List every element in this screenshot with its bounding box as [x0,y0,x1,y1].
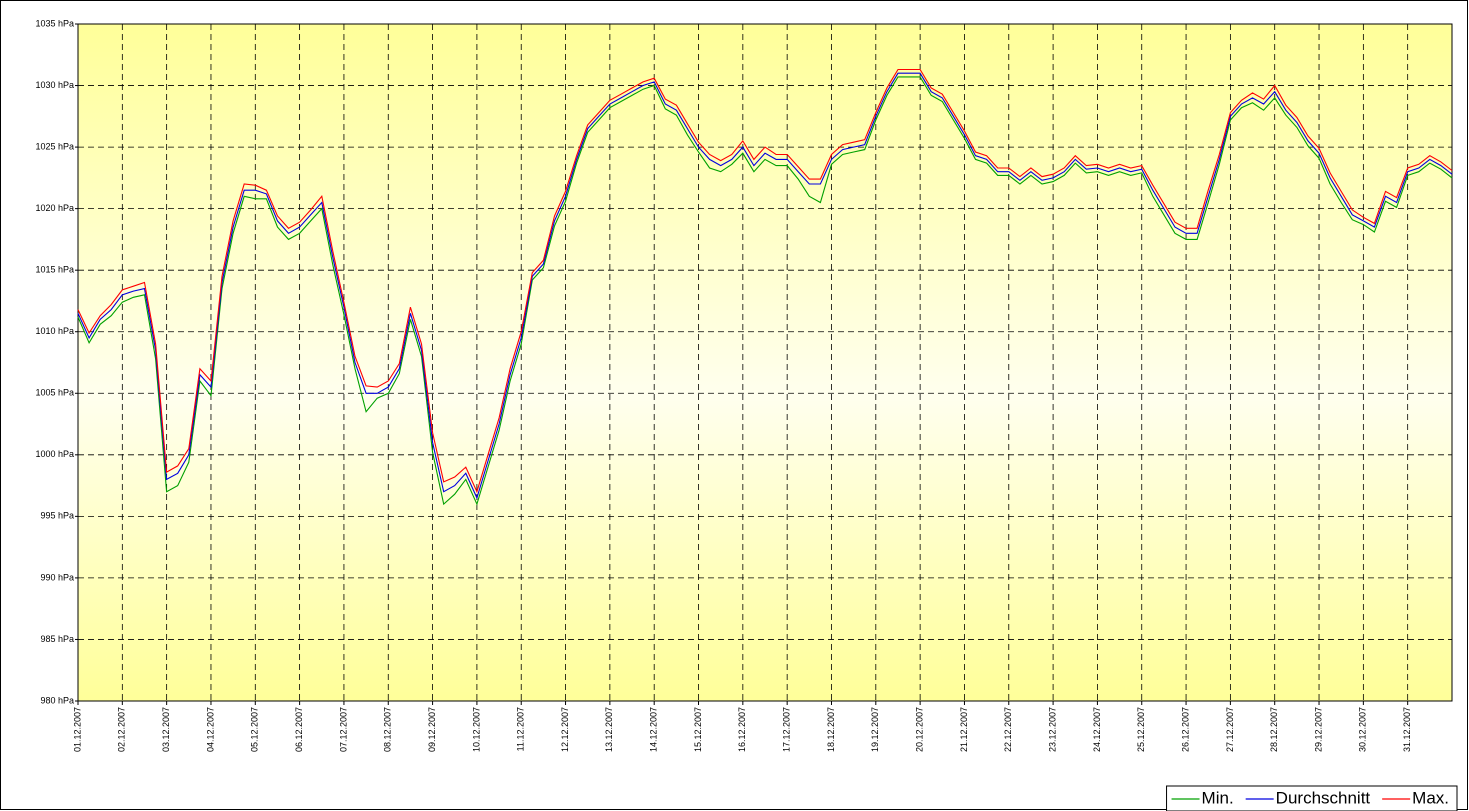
plot-area [78,24,1452,701]
x-tick-label: 09.12.2007 [427,707,437,752]
x-tick-label: 20.12.2007 [915,707,925,752]
x-tick-label: 19.12.2007 [870,707,880,752]
plot-border [77,23,1453,702]
y-tick-label: 1025 hPa [35,141,74,151]
x-tick-label: 14.12.2007 [649,707,659,752]
x-tick-label: 18.12.2007 [826,707,836,752]
x-tick-label: 24.12.2007 [1092,707,1102,752]
y-tick-label: 1010 hPa [35,326,74,336]
y-tick-label: 995 hPa [40,511,74,521]
y-tick-label: 1005 hPa [35,388,74,398]
x-tick-label: 15.12.2007 [693,707,703,752]
series-line [77,72,1453,500]
x-tick-label: 01.12.2007 [72,707,82,752]
legend-label: Durchschnitt [1276,788,1371,807]
series-line [77,68,1453,494]
y-tick-label: 980 hPa [40,695,74,705]
legend: Min. Durchschnitt Max. [1166,785,1458,811]
x-tick-label: 17.12.2007 [782,707,792,752]
x-tick-label: 29.12.2007 [1313,707,1323,752]
x-tick-label: 25.12.2007 [1136,707,1146,752]
legend-label: Min. [1202,788,1234,807]
x-tick-label: 23.12.2007 [1047,707,1057,752]
legend-label: Max. [1412,788,1449,807]
y-tick-label: 1035 hPa [35,18,74,28]
x-tick-label: 21.12.2007 [959,707,969,752]
series-line [77,76,1453,506]
y-tick-label: 990 hPa [40,572,74,582]
x-tick-label: 30.12.2007 [1358,707,1368,752]
y-tick-label: 1000 hPa [35,449,74,459]
x-tick-label: 11.12.2007 [516,707,526,751]
x-tick-label: 02.12.2007 [117,707,127,752]
y-tick-label: 1020 hPa [35,203,74,213]
x-tick-label: 07.12.2007 [338,707,348,752]
y-tick-label: 1015 hPa [35,265,74,275]
x-tick-label: 04.12.2007 [205,707,215,752]
x-tick-label: 05.12.2007 [250,707,260,752]
x-tick-label: 08.12.2007 [383,707,393,752]
x-tick-label: 26.12.2007 [1180,707,1190,752]
x-tick-label: 06.12.2007 [294,707,304,752]
x-tick-label: 22.12.2007 [1003,707,1013,752]
x-tick-label: 10.12.2007 [471,707,481,752]
x-tick-label: 28.12.2007 [1269,707,1279,752]
x-tick-label: 27.12.2007 [1225,707,1235,752]
x-tick-label: 12.12.2007 [560,707,570,752]
y-tick-label: 985 hPa [40,634,74,644]
x-tick-label: 03.12.2007 [161,707,171,752]
y-tick-label: 1030 hPa [35,80,74,90]
x-tick-label: 31.12.2007 [1402,707,1412,752]
x-tick-label: 16.12.2007 [737,707,747,752]
x-tick-label: 13.12.2007 [604,707,614,752]
